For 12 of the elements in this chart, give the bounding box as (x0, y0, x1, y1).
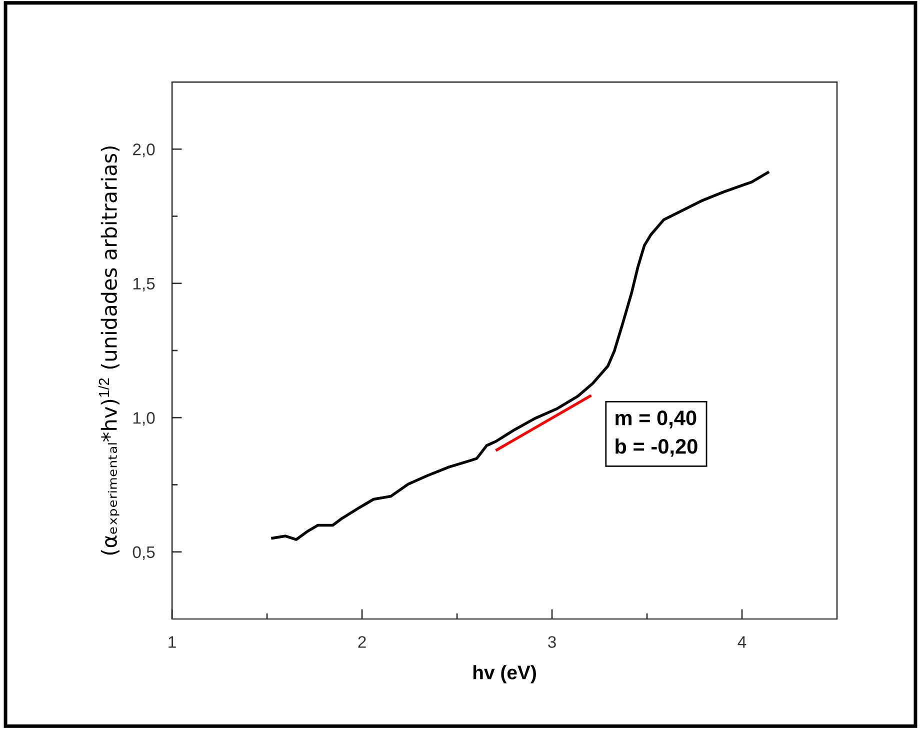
x-axis-title: hv (eV) (473, 665, 536, 684)
x-tick-label: 3 (548, 636, 556, 648)
x-tick-label: 2 (358, 636, 366, 648)
x-tick-label: 1 (168, 636, 176, 648)
y-tick-label: 0,5 (132, 546, 155, 560)
line-series (271, 171, 770, 541)
y-tick-label: 2,0 (133, 144, 155, 158)
x-tick-label: 4 (738, 636, 746, 648)
annotation: m = 0,40 b = -0,20 (616, 410, 698, 457)
y-tick-label: 1,5 (133, 278, 155, 292)
y-tick-label: 1,0 (133, 412, 155, 426)
y-axis-title: (αₑₓₚₑᵣᵢₘₑₙₜₐₗ*hv)$^{1/2}$ (unidades arbitrarias) (98, 146, 120, 555)
